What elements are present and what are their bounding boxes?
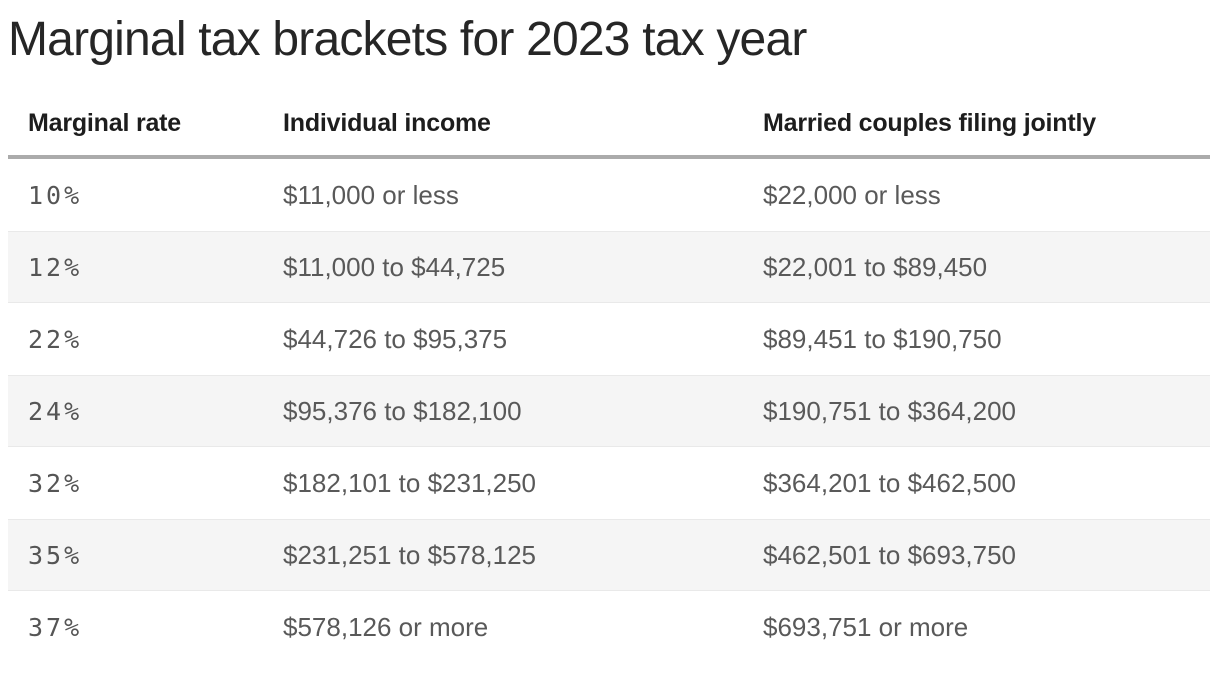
cell-married-jointly: $190,751 to $364,200 [763,395,1017,426]
cell-married-jointly: $462,501 to $693,750 [763,539,1017,570]
table-header-row: Marginal rate Individual income Married … [8,109,1210,138]
cell-marginal-rate: 32% [28,468,83,498]
page-title: Marginal tax brackets for 2023 tax year [8,13,807,66]
cell-married-jointly: $693,751 or more [763,611,969,642]
header-divider [8,155,1210,160]
cell-individual-income: $11,000 to $44,725 [283,251,506,282]
cell-marginal-rate: 10% [28,180,83,210]
cell-married-jointly: $364,201 to $462,500 [763,467,1017,498]
cell-individual-income: $44,726 to $95,375 [283,323,508,354]
cell-individual-income: $182,101 to $231,250 [283,467,537,498]
table-row: 37% $578,126 or more $693,751 or more [8,591,1210,663]
table-row: 35% $231,251 to $578,125 $462,501 to $69… [8,519,1210,592]
table-row: 22% $44,726 to $95,375 $89,451 to $190,7… [8,303,1210,375]
cell-marginal-rate: 37% [28,612,83,642]
column-header-marginal-rate: Marginal rate [28,109,182,138]
cell-individual-income: $95,376 to $182,100 [283,395,522,426]
cell-marginal-rate: 22% [28,324,83,354]
column-header-individual-income: Individual income [283,109,491,138]
cell-individual-income: $11,000 or less [283,179,459,210]
cell-marginal-rate: 24% [28,396,83,426]
table-row: 24% $95,376 to $182,100 $190,751 to $364… [8,375,1210,448]
cell-married-jointly: $89,451 to $190,750 [763,323,1002,354]
table-row: 10% $11,000 or less $22,000 or less [8,159,1210,231]
tax-brackets-table: Marginal rate Individual income Married … [8,109,1210,663]
cell-individual-income: $231,251 to $578,125 [283,539,537,570]
table-row: 32% $182,101 to $231,250 $364,201 to $46… [8,447,1210,519]
cell-married-jointly: $22,001 to $89,450 [763,251,988,282]
cell-marginal-rate: 35% [28,540,83,570]
cell-marginal-rate: 12% [28,252,83,282]
cell-individual-income: $578,126 or more [283,611,489,642]
column-header-married-jointly: Married couples filing jointly [763,109,1096,138]
table-row: 12% $11,000 to $44,725 $22,001 to $89,45… [8,231,1210,304]
cell-married-jointly: $22,000 or less [763,179,941,210]
